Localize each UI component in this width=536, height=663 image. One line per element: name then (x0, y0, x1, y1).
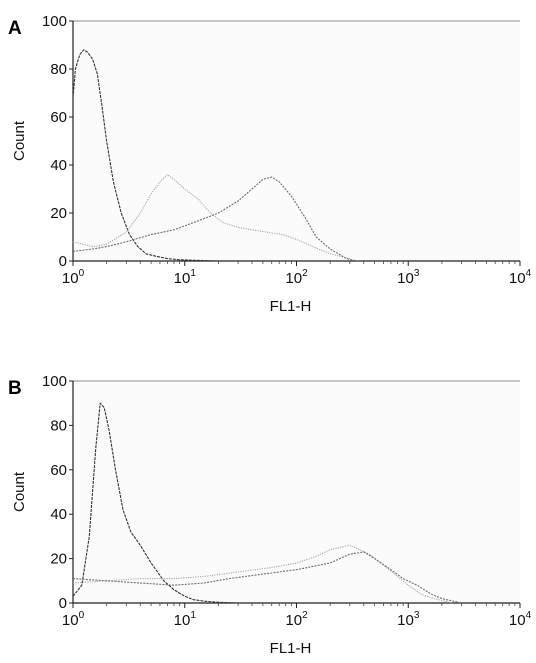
series-line-mid-dotted (72, 176, 358, 262)
x-tick-label: 103 (397, 610, 420, 629)
y-tick-label: 20 (50, 205, 67, 222)
series-line-light-dotted (72, 174, 350, 260)
x-tick-label: 104 (509, 610, 532, 629)
y-tick-label: 40 (50, 157, 67, 174)
y-tick-label: 100 (42, 13, 67, 30)
x-tick-label: 103 (397, 268, 420, 287)
x-tick-label: 101 (174, 268, 197, 287)
plot-area (73, 381, 520, 603)
y-tick-label: 0 (59, 595, 67, 612)
series-line-dark-dashed (72, 402, 239, 604)
panel-b: 0 20 40 60 80 100 100 101 102 103 104 FL1-H Count B (8, 373, 532, 657)
y-tick-label: 60 (50, 109, 67, 126)
y-tick-label: 40 (50, 506, 67, 523)
y-tick-label: 60 (50, 462, 67, 479)
x-tick-label: 100 (62, 610, 85, 629)
x-tick-label: 102 (285, 268, 308, 287)
x-tick-label: 102 (285, 610, 308, 629)
series-line-mid-dotted (72, 551, 462, 604)
panel-label: B (8, 378, 22, 399)
x-tick-label: 101 (174, 610, 197, 629)
x-tick-label: 104 (509, 268, 532, 287)
y-axis-title: Count (11, 471, 28, 512)
y-tick-label: 80 (50, 417, 67, 434)
plot-area (73, 21, 520, 261)
y-tick-label: 20 (50, 551, 67, 568)
y-tick-label: 80 (50, 61, 67, 78)
y-tick-label: 0 (59, 253, 67, 270)
panel-label: A (8, 18, 22, 39)
x-axis-title: FL1-H (270, 298, 312, 315)
x-tick-label: 100 (62, 268, 85, 287)
series-line-dark-dashed (72, 49, 219, 262)
x-axis-title: FL1-H (270, 640, 312, 657)
y-tick-label: 100 (42, 373, 67, 390)
y-axis-title: Count (11, 120, 28, 161)
panel-a: 0 20 40 60 80 100 100 101 102 103 104 FL1-H Count A (8, 13, 532, 315)
